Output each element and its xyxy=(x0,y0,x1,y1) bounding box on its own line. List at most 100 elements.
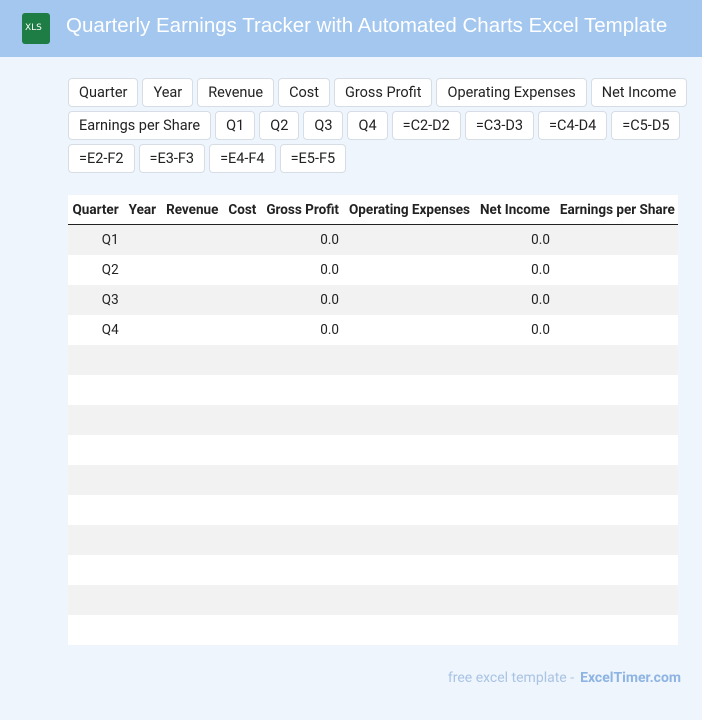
table-row: 4 xyxy=(68,345,678,375)
tag[interactable]: Net Income xyxy=(590,78,688,107)
table-cell xyxy=(555,255,678,285)
table-cell xyxy=(68,405,124,435)
tag[interactable]: Q1 xyxy=(215,111,256,140)
table-cell xyxy=(223,615,261,645)
table-cell xyxy=(261,435,344,465)
table-cell xyxy=(555,285,678,315)
tag[interactable]: =E5-F5 xyxy=(279,144,347,173)
tag[interactable]: Quarter xyxy=(68,78,139,107)
table-cell: 0.0 xyxy=(531,292,550,308)
table-cell: 0.0 xyxy=(531,322,550,338)
table-row: 5 xyxy=(68,375,678,405)
table-cell xyxy=(68,555,124,585)
table-cell xyxy=(223,495,261,525)
tag[interactable]: Gross Profit xyxy=(334,78,433,107)
column-header: Quarter xyxy=(68,195,124,225)
tag[interactable]: =C3-D3 xyxy=(464,111,535,140)
table-cell xyxy=(261,495,344,525)
table-cell xyxy=(124,225,161,256)
table-cell xyxy=(475,435,555,465)
file-icon: XLS xyxy=(22,13,50,44)
table-cell: 0.0 xyxy=(320,292,339,308)
tag[interactable]: =E3-F3 xyxy=(138,144,206,173)
column-header: Operating Expenses xyxy=(344,195,475,225)
table-cell xyxy=(555,405,678,435)
table-cell xyxy=(124,495,161,525)
table-cell: Q3 xyxy=(101,292,119,308)
table-cell xyxy=(68,435,124,465)
table-cell xyxy=(261,615,344,645)
page-title: Quarterly Earnings Tracker with Automate… xyxy=(66,14,668,37)
table-cell: Q2 xyxy=(101,262,119,278)
table-cell xyxy=(161,585,223,615)
table-cell xyxy=(124,375,161,405)
table-cell: 0.0 xyxy=(320,322,339,338)
table-cell xyxy=(555,555,678,585)
footer-text: free excel template - xyxy=(447,670,575,686)
table-cell xyxy=(475,375,555,405)
tag[interactable]: Revenue xyxy=(197,78,275,107)
table-cell xyxy=(223,225,261,256)
tag[interactable]: =E4-F4 xyxy=(209,144,276,173)
table-cell xyxy=(161,315,223,345)
tag[interactable]: Earnings per Share xyxy=(68,111,212,140)
table-cell xyxy=(475,555,555,585)
tag-list: Quarter Year Revenue Cost Gross Profit Operat… xyxy=(68,78,698,173)
table-cell xyxy=(161,255,223,285)
table-cell xyxy=(124,435,161,465)
table-cell xyxy=(475,495,555,525)
table-cell xyxy=(223,315,261,345)
table-cell xyxy=(555,585,678,615)
table-cell xyxy=(161,555,223,585)
table-cell xyxy=(555,375,678,405)
table-cell xyxy=(223,435,261,465)
tag[interactable]: =C2-D2 xyxy=(391,111,461,140)
table-cell xyxy=(555,315,678,345)
table-cell xyxy=(161,435,223,465)
tag[interactable]: =E2-F2 xyxy=(68,144,135,173)
table-cell xyxy=(161,465,223,495)
tag[interactable]: =C5-D5 xyxy=(611,111,681,140)
tag[interactable]: Q3 xyxy=(303,111,344,140)
table-cell xyxy=(555,465,678,495)
table-row: 1Q20.00.0 xyxy=(68,255,678,285)
table-row: 0Q10.00.0 xyxy=(68,224,678,256)
table-body: 0Q10.00.01Q20.00.02Q30.00.03Q40.00.04567… xyxy=(68,224,678,646)
table-cell xyxy=(161,375,223,405)
footer-link[interactable]: ExcelTimer.com xyxy=(580,670,681,686)
table-row: 12 xyxy=(68,585,678,615)
table-cell xyxy=(344,615,475,645)
table-cell xyxy=(475,615,555,645)
tag[interactable]: Q4 xyxy=(347,111,388,140)
table-cell xyxy=(344,345,475,375)
table-row: 6 xyxy=(68,405,678,435)
table-cell xyxy=(261,555,344,585)
icon-label: XLS xyxy=(25,23,42,33)
table-cell xyxy=(124,405,161,435)
table-cell xyxy=(261,465,344,495)
table-cell xyxy=(124,465,161,495)
table-cell xyxy=(344,255,475,285)
table-cell xyxy=(344,555,475,585)
tag[interactable]: Q2 xyxy=(259,111,300,140)
tag[interactable]: Cost xyxy=(278,78,331,107)
table-cell xyxy=(68,525,124,555)
table-cell xyxy=(124,285,161,315)
table-cell xyxy=(344,285,475,315)
tag[interactable]: =C4-D4 xyxy=(538,111,608,140)
table-cell xyxy=(161,525,223,555)
table-cell xyxy=(68,345,124,375)
table-cell xyxy=(223,375,261,405)
table-cell: Q1 xyxy=(101,232,119,248)
table-row: 8 xyxy=(68,465,678,495)
tag[interactable]: Operating Expenses xyxy=(436,78,587,107)
table-cell xyxy=(261,375,344,405)
tag[interactable]: Year xyxy=(142,78,194,107)
data-table: Quarter Year Revenue Cost Gross Profit Operat… xyxy=(68,195,678,645)
column-header: Earnings per Share xyxy=(554,195,678,225)
table-cell xyxy=(344,495,475,525)
table-cell xyxy=(223,525,261,555)
table-cell xyxy=(475,345,555,375)
table-cell: 0.0 xyxy=(320,232,339,248)
header-row: Quarter Year Revenue Cost Gross Profit Operat… xyxy=(68,195,678,225)
